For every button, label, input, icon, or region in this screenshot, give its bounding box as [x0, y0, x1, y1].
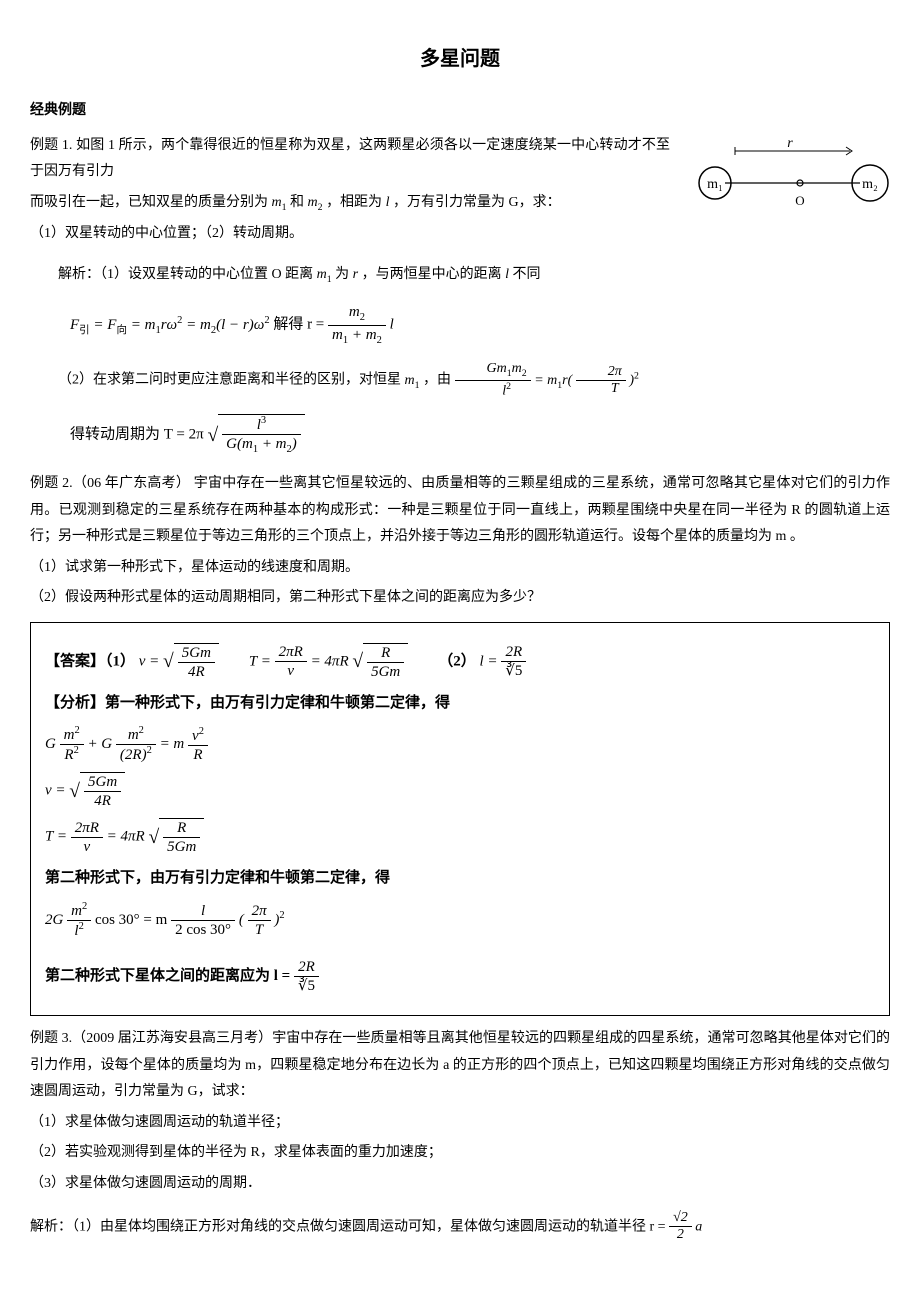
math-m1: m1: [405, 373, 420, 388]
svg-text:r: r: [787, 136, 793, 151]
math-r: r: [353, 267, 362, 282]
equation-3: 得转动周期为 T = 2π l3 G(m1 + m2): [70, 414, 890, 457]
p1-solution-line: 解析：（1）设双星转动的中心位置 O 距离 m1 为 r ，与两恒星中心的距离 …: [30, 262, 890, 289]
svg-text:m₁: m₁: [707, 177, 723, 192]
p2-q2: （2）假设两种形式星体的运动周期相同，第二种形式下星体之间的距离应为多少？: [30, 585, 890, 612]
ans-line-d: 第二种形式下星体之间的距离应为 l = 2R∛5: [45, 958, 875, 995]
text: a: [695, 1219, 702, 1234]
text: ，由: [423, 373, 451, 388]
ans-eq2: 2G m2l2 cos 30° = m l2 cos 30° ( 2πT )2: [45, 901, 875, 940]
text: 解析：（1）设双星转动的中心位置 O 距离: [58, 267, 313, 282]
text: ，万有引力常量为 G，求：: [393, 195, 561, 210]
math-m2: m2: [308, 195, 323, 210]
text: ，与两恒星中心的距离: [362, 267, 502, 282]
text: 为: [335, 267, 349, 282]
p3-q3: （3）求星体做匀速圆周运动的周期．: [30, 1171, 890, 1198]
p2-q1: （1）试求第一种形式下，星体运动的线速度和周期。: [30, 555, 890, 582]
ans-line1: 【答案】（1） v = 5Gm4R T = 2πRv = 4πR R5Gm （2…: [45, 643, 875, 681]
math-m1: m1: [272, 195, 287, 210]
equation-2-inline: Gm1m2 l2 = m1r( 2π T )2: [455, 373, 639, 388]
text: 不同: [512, 267, 540, 282]
svg-text:m₂: m₂: [862, 177, 878, 192]
text: 和: [290, 195, 304, 210]
binary-star-diagram: m₁ m₂ O r: [690, 133, 890, 223]
p2-body: 例题 2.（06 年广东高考） 宇宙中存在一些离其它恒星较远的、由质量相等的三颗…: [30, 471, 890, 551]
ans-line-c: 第二种形式下，由万有引力定律和牛顿第二定律，得: [45, 864, 875, 893]
p3-q1: （1）求星体做匀速圆周运动的轨道半径；: [30, 1110, 890, 1137]
p3-solution: 解析：（1）由星体均围绕正方形对角线的交点做匀速圆周运动可知，星体做匀速圆周运动…: [30, 1210, 890, 1245]
page-title: 多星问题: [30, 40, 890, 78]
ans-line2: 【分析】第一种形式下，由万有引力定律和牛顿第二定律，得: [45, 689, 875, 718]
p3-body: 例题 3.（2009 届江苏海安县高三月考）宇宙中存在一些质量相等且离其他恒星较…: [30, 1026, 890, 1106]
frac-sqrt2-2: √2 2: [669, 1210, 692, 1245]
p3-q2: （2）若实验观测得到星体的半径为 R，求星体表面的重力加速度；: [30, 1140, 890, 1167]
text: （2）在求第二问时更应注意距离和半径的区别，对恒星: [58, 373, 401, 388]
ans-eq1: G m2R2 + G m2(2R)2 = m v2R: [45, 725, 875, 764]
math-m1: m1: [317, 267, 332, 282]
svg-text:O: O: [795, 193, 804, 208]
answer-box: 【答案】（1） v = 5Gm4R T = 2πRv = 4πR R5Gm （2…: [30, 622, 890, 1016]
p1-line3: （2）在求第二问时更应注意距离和半径的区别，对恒星 m1 ，由 Gm1m2 l2…: [30, 361, 890, 400]
ans-v: v = 5Gm4R: [45, 772, 875, 810]
section-heading: 经典例题: [30, 98, 890, 125]
text: 解析：（1）由星体均围绕正方形对角线的交点做匀速圆周运动可知，星体做匀速圆周运动…: [30, 1219, 669, 1234]
math-l: l: [386, 195, 393, 210]
text: ，相距为: [326, 195, 382, 210]
equation-1: F引 = F向 = m1rω2 = m2(l − r)ω2 解得 r = m2 …: [70, 303, 890, 347]
p1-line2: （1）双星转动的中心位置；（2）转动周期。: [30, 221, 890, 248]
text: 而吸引在一起，已知双星的质量分别为: [30, 195, 268, 210]
ans-T: T = 2πRv = 4πR R5Gm: [45, 818, 875, 856]
